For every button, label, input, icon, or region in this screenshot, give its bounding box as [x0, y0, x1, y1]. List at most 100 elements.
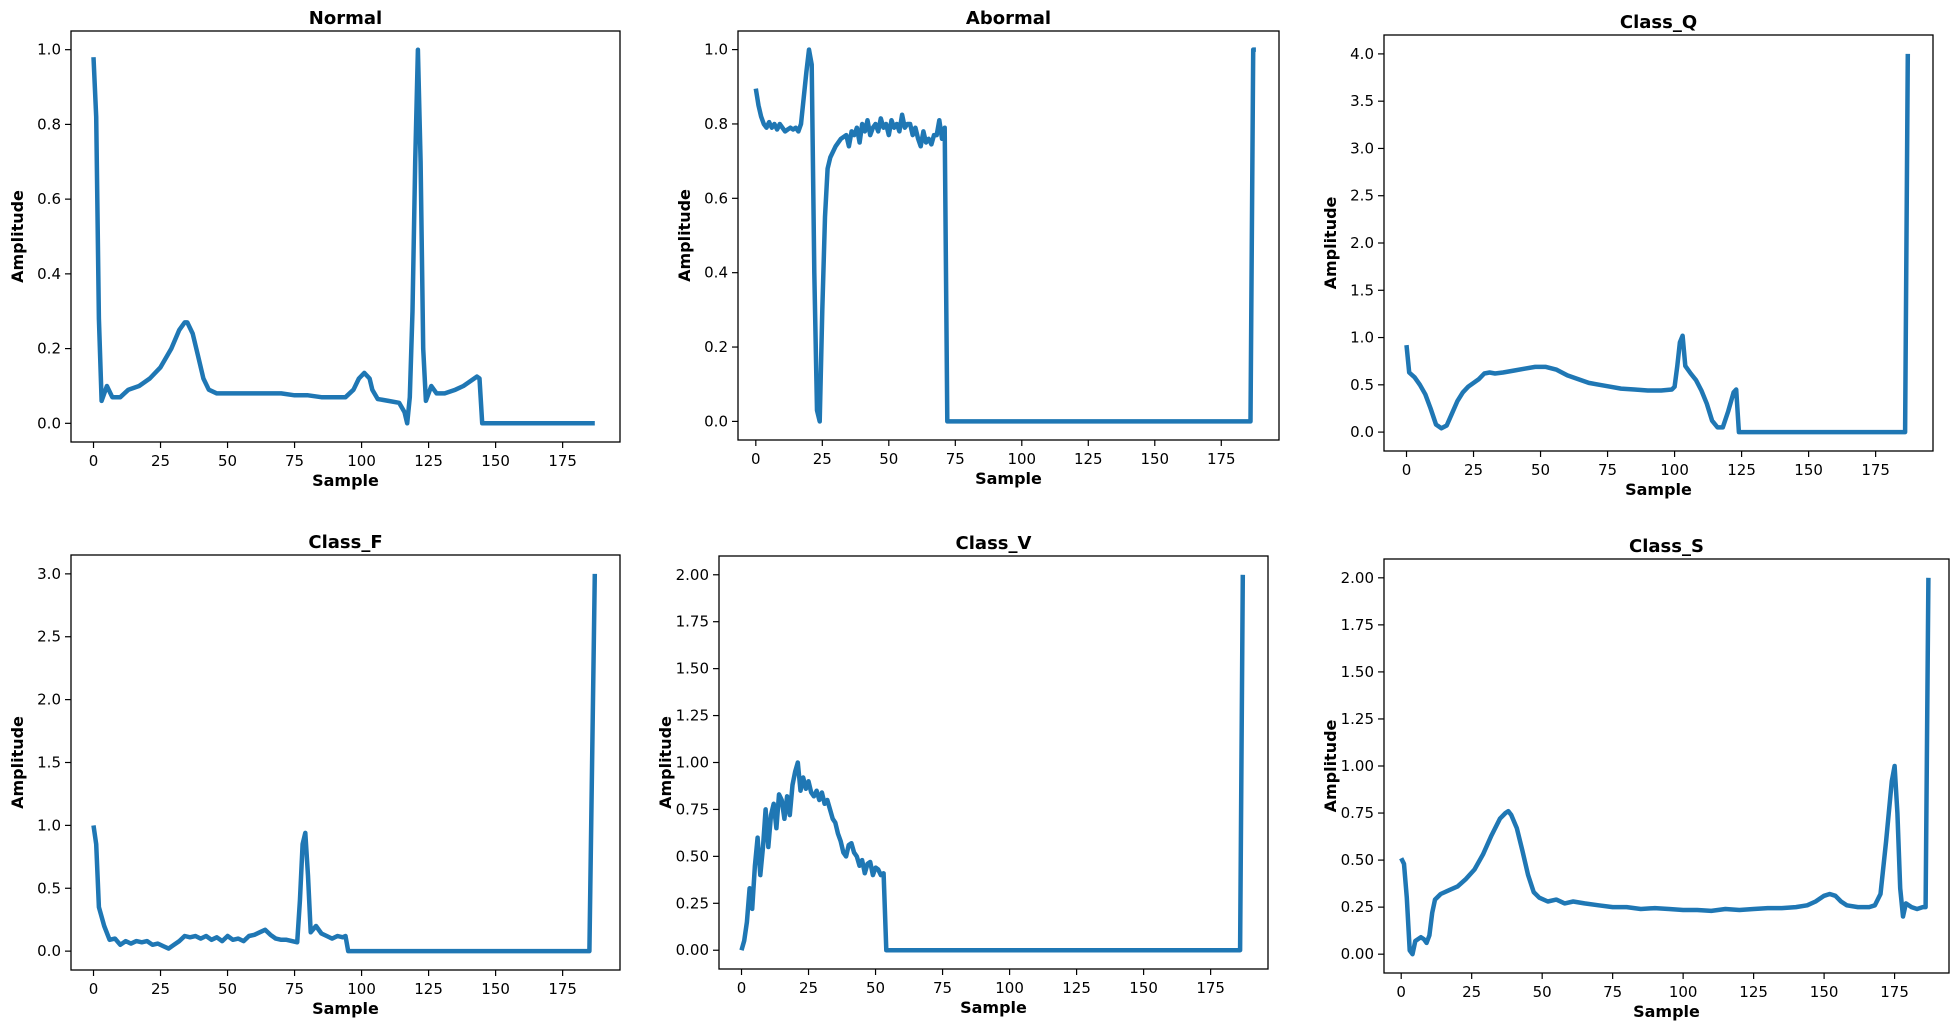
subplot-title: Class_V: [956, 533, 1032, 554]
x-tick-label: 125: [414, 980, 443, 998]
y-tick-label: 0.4: [37, 265, 61, 283]
x-tick-label: 75: [946, 450, 965, 468]
x-tick-label: 75: [285, 980, 304, 998]
x-tick-label: 75: [285, 452, 304, 470]
y-tick-label: 0.2: [37, 340, 61, 358]
x-tick-label: 175: [1196, 979, 1225, 997]
y-tick-label: 0.0: [37, 942, 61, 960]
y-tick-label: 2.5: [1350, 187, 1374, 205]
x-tick-label: 0: [737, 979, 747, 997]
y-tick-label: 0.4: [704, 264, 728, 282]
subplot-class-q: 0 25 50 75 100 125 150 175 0.0 0.5 1.0 1.5 2.0 2.5 3.0…: [1321, 12, 1934, 499]
subplot-title: Abormal: [966, 8, 1051, 29]
series-line: [1404, 53, 1911, 435]
y-axis-label: Amplitude: [8, 190, 27, 283]
y-tick-label: 0.6: [37, 190, 61, 208]
x-tick-label: 75: [1598, 461, 1617, 479]
x-axis-label: Sample: [312, 999, 379, 1018]
x-tick-label: 0: [89, 452, 99, 470]
axes-frame: [737, 30, 1280, 441]
x-tick-label: 125: [1074, 450, 1103, 468]
x-tick-label: 125: [1727, 461, 1756, 479]
subplot-class-f: 0 25 50 75 100 125 150 175 0.0 0.5 1.0 1.5 2.0 2.5 3.0…: [8, 532, 621, 1018]
y-axis-label: Amplitude: [675, 189, 694, 282]
y-tick-label: 1.25: [1341, 710, 1374, 728]
y-tick-label: 2.00: [676, 566, 709, 584]
y-tick-label: 1.00: [676, 754, 709, 772]
x-tick-label: 50: [879, 450, 898, 468]
y-axis-label: Amplitude: [1321, 719, 1340, 812]
series-line: [91, 47, 595, 426]
y-tick-label: 3.0: [37, 565, 61, 583]
x-tick-label: 0: [1396, 983, 1406, 1001]
x-tick-label: 75: [933, 979, 952, 997]
x-tick-label: 25: [1464, 461, 1483, 479]
series-line: [91, 573, 598, 954]
y-axis-label: Amplitude: [1321, 196, 1340, 289]
y-tick-label: 2.5: [37, 628, 61, 646]
x-tick-label: 50: [1531, 461, 1550, 479]
y-tick-label: 0.5: [37, 879, 61, 897]
y-axis-label: Amplitude: [8, 716, 27, 809]
y-tick-label: 0.00: [1341, 945, 1374, 963]
x-axis-label: Sample: [1625, 480, 1692, 499]
y-tick-label: 3.0: [1350, 139, 1374, 157]
axes-frame: [70, 554, 621, 971]
series-line: [1399, 577, 1931, 957]
y-tick-label: 2.00: [1341, 569, 1374, 587]
y-tick-label: 1.5: [1350, 281, 1374, 299]
x-axis-label: Sample: [1633, 1002, 1700, 1021]
y-tick-label: 1.5: [37, 754, 61, 772]
subplot-normal: 0 25 50 75 100 125 150 175 0.0 0.2 0.4 0.6 0.8 1.0 Nor…: [8, 8, 621, 490]
x-tick-label: 125: [414, 452, 443, 470]
x-tick-label: 50: [218, 980, 237, 998]
y-tick-label: 0.25: [1341, 898, 1374, 916]
y-tick-label: 0.50: [1341, 851, 1374, 869]
y-tick-label: 0.8: [704, 115, 728, 133]
y-tick-label: 1.0: [704, 41, 728, 59]
axes-frame: [718, 555, 1269, 970]
x-tick-label: 150: [1129, 979, 1158, 997]
y-tick-label: 1.25: [676, 707, 709, 725]
x-tick-label: 175: [1207, 450, 1236, 468]
x-tick-label: 0: [751, 450, 761, 468]
subplot-title: Class_S: [1629, 536, 1704, 557]
y-tick-label: 3.5: [1350, 92, 1374, 110]
y-tick-label: 2.0: [37, 691, 61, 709]
y-tick-label: 0.75: [1341, 804, 1374, 822]
x-tick-label: 25: [151, 980, 170, 998]
x-tick-label: 150: [1140, 450, 1169, 468]
x-axis-label: Sample: [312, 471, 379, 490]
x-tick-label: 100: [995, 979, 1024, 997]
y-tick-label: 0.75: [676, 800, 709, 818]
y-tick-label: 1.75: [676, 613, 709, 631]
y-tick-label: 0.0: [1350, 423, 1374, 441]
subplot-title: Class_Q: [1620, 12, 1697, 33]
x-tick-label: 100: [347, 452, 376, 470]
x-tick-label: 50: [1533, 983, 1552, 1001]
y-tick-label: 1.0: [37, 816, 61, 834]
x-tick-label: 125: [1062, 979, 1091, 997]
x-tick-label: 0: [89, 980, 99, 998]
x-tick-label: 125: [1739, 983, 1768, 1001]
x-tick-label: 75: [1603, 983, 1622, 1001]
x-tick-label: 100: [347, 980, 376, 998]
y-tick-label: 1.0: [37, 41, 61, 59]
y-tick-label: 1.0: [1350, 329, 1374, 347]
x-tick-label: 100: [1660, 461, 1689, 479]
x-axis-label: Sample: [975, 469, 1042, 488]
y-tick-label: 0.0: [37, 414, 61, 432]
x-tick-label: 0: [1402, 461, 1412, 479]
x-tick-label: 175: [1861, 461, 1890, 479]
x-tick-label: 50: [218, 452, 237, 470]
x-axis-label: Sample: [960, 998, 1027, 1017]
y-tick-label: 0.8: [37, 115, 61, 133]
x-tick-label: 150: [1810, 983, 1839, 1001]
axes-frame: [70, 30, 621, 443]
y-tick-label: 1.50: [1341, 663, 1374, 681]
subplot-class-v: 0 25 50 75 100 125 150 175 0.00 0.25 0.50 0.75 1.00 1…: [656, 533, 1269, 1017]
y-tick-label: 4.0: [1350, 45, 1374, 63]
x-tick-label: 50: [866, 979, 885, 997]
x-tick-label: 175: [548, 980, 577, 998]
